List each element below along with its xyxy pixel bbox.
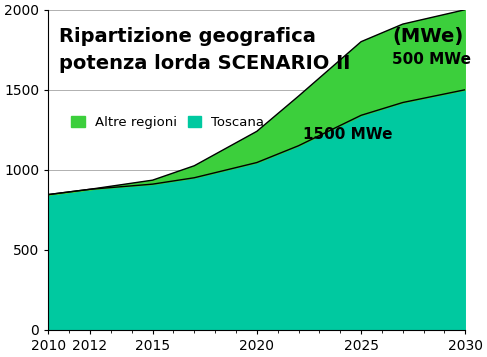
Text: 1500 MWe: 1500 MWe [303,127,392,142]
Legend: Altre regioni, Toscana: Altre regioni, Toscana [67,112,268,133]
Text: Ripartizione geografica: Ripartizione geografica [59,27,316,46]
Text: 500 MWe: 500 MWe [393,52,471,67]
Text: (MWe): (MWe) [393,27,464,46]
Text: potenza lorda SCENARIO II: potenza lorda SCENARIO II [59,55,350,74]
